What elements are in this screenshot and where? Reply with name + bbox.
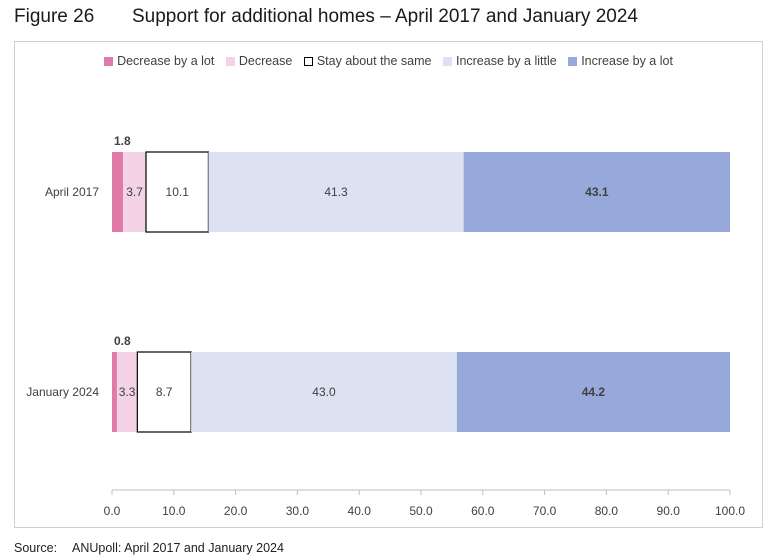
x-tick-label: 60.0 bbox=[471, 504, 495, 518]
bar-segment bbox=[191, 352, 457, 432]
category-label: April 2017 bbox=[45, 185, 99, 199]
data-label: 43.1 bbox=[585, 185, 609, 199]
legend-swatch bbox=[442, 56, 452, 66]
data-label: 43.0 bbox=[312, 385, 336, 399]
data-label: 3.3 bbox=[119, 385, 136, 399]
data-label: 10.1 bbox=[166, 185, 190, 199]
legend-item-decrease-by-a-lot: Decrease by a lot bbox=[104, 54, 214, 68]
legend-label: Increase by a little bbox=[455, 54, 557, 68]
bar-segment bbox=[145, 151, 210, 233]
figure-header: Figure 26 Support for additional homes – … bbox=[14, 6, 638, 28]
data-label: 1.8 bbox=[114, 134, 131, 148]
legend-item-increase-by-a-little: Increase by a little bbox=[442, 54, 557, 68]
legend-item-increase-by-a-lot: Increase by a lot bbox=[568, 54, 673, 68]
x-tick-label: 30.0 bbox=[286, 504, 310, 518]
legend-swatch bbox=[225, 56, 235, 66]
x-tick-label: 20.0 bbox=[224, 504, 248, 518]
bar-segment bbox=[116, 352, 138, 432]
bar-segment bbox=[136, 351, 192, 433]
data-label: 41.3 bbox=[324, 185, 348, 199]
data-label: 8.7 bbox=[156, 385, 173, 399]
legend-item-decrease: Decrease bbox=[225, 54, 293, 68]
data-label: 0.8 bbox=[114, 334, 131, 348]
x-tick-label: 70.0 bbox=[533, 504, 557, 518]
figure-number: Figure 26 bbox=[14, 6, 95, 27]
legend-swatch bbox=[303, 56, 313, 66]
x-tick-label: 90.0 bbox=[657, 504, 681, 518]
legend-item-stay-about-the-same: Stay about the same bbox=[303, 54, 432, 68]
x-tick-label: 100.0 bbox=[715, 504, 745, 518]
legend-label: Increase by a lot bbox=[581, 54, 673, 68]
chart-title: Support for additional homes – April 201… bbox=[132, 6, 638, 27]
legend-label: Decrease by a lot bbox=[117, 54, 215, 68]
x-tick-label: 10.0 bbox=[162, 504, 186, 518]
legend-swatch bbox=[568, 56, 578, 66]
category-label: January 2024 bbox=[26, 385, 99, 399]
legend-label: Stay about the same bbox=[316, 54, 432, 68]
data-label: 44.2 bbox=[582, 385, 606, 399]
bar-segment bbox=[112, 152, 124, 232]
legend-swatch bbox=[104, 56, 114, 66]
chart-frame bbox=[14, 41, 763, 528]
bar-segment bbox=[123, 152, 146, 232]
x-tick-label: 80.0 bbox=[595, 504, 619, 518]
x-tick-label: 0.0 bbox=[104, 504, 121, 518]
source-text: ANUpoll: April 2017 and January 2024 bbox=[72, 541, 284, 555]
bar-segment bbox=[456, 352, 730, 432]
x-tick-label: 50.0 bbox=[409, 504, 433, 518]
legend-label: Decrease bbox=[238, 54, 293, 68]
source-note: Source: ANUpoll: April 2017 and January 2… bbox=[14, 541, 284, 555]
data-label: 3.7 bbox=[126, 185, 143, 199]
bar-segment bbox=[112, 352, 117, 432]
x-tick-label: 40.0 bbox=[348, 504, 372, 518]
bar-segment bbox=[463, 152, 730, 232]
chart-legend: Decrease by a lot Decrease Stay about th… bbox=[0, 54, 777, 69]
bar-segment bbox=[208, 152, 464, 232]
source-label: Source: bbox=[14, 541, 58, 555]
